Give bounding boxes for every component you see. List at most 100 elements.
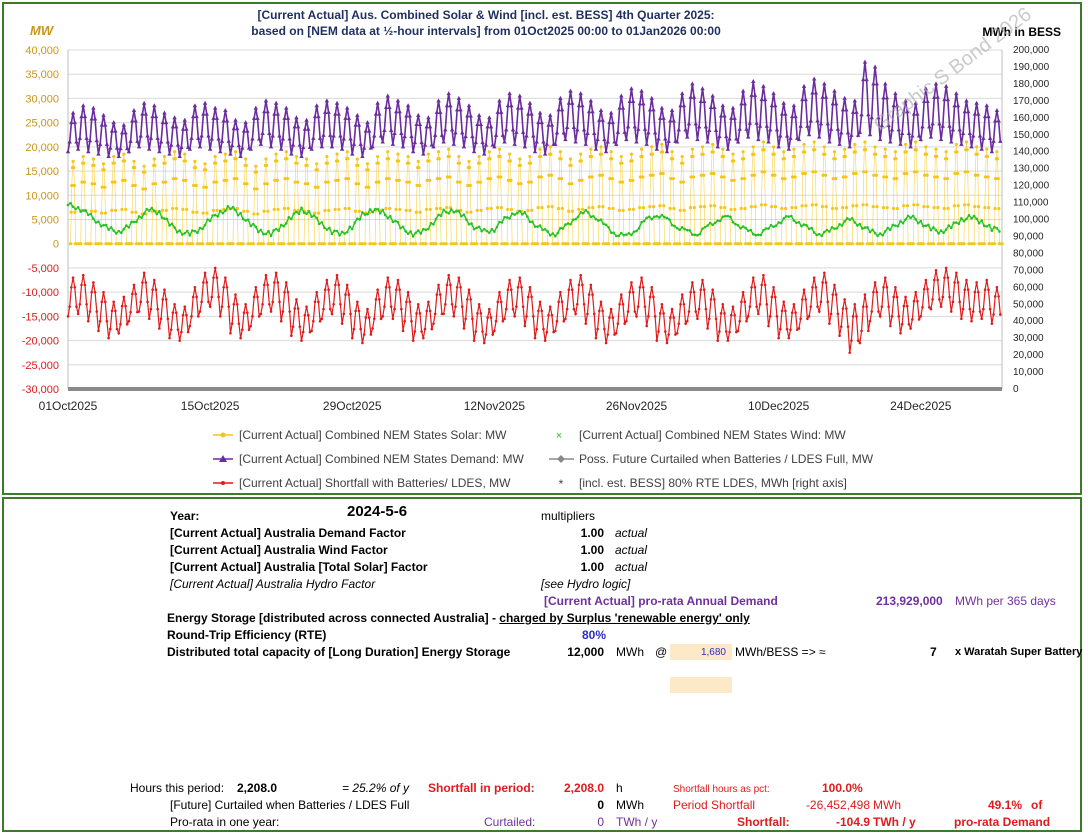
solar-point [530,242,535,246]
demand-point [497,98,502,103]
wind-point [858,222,862,226]
shortfall-point [894,286,897,289]
solar-point [124,207,128,212]
demand-point [703,124,709,129]
wind-point [632,230,636,234]
wind-point [886,226,890,230]
demand-point [495,109,500,114]
demand-point [974,100,979,105]
demand-point [925,98,930,103]
solar-point [265,182,269,186]
wind-point [564,223,567,226]
solar-point [315,162,319,166]
shortfall-point [196,315,200,318]
shortfall-point [765,302,769,306]
shortfall-point [300,339,303,342]
solar-point [317,242,321,246]
solar-point [935,154,939,159]
demand-point [470,134,475,139]
shortfall-point [753,286,757,289]
demand-point [356,122,362,127]
solar-point [224,159,228,163]
solar-point [569,163,573,168]
wind-point [239,211,242,215]
solar-point [109,242,113,246]
solar-point [902,171,906,176]
solar-point [678,208,682,212]
solar-point [333,207,337,212]
demand-point [913,100,918,105]
solar-point [353,209,358,213]
shortfall-point [232,302,236,306]
solar-point [994,177,998,181]
solar-point [652,205,656,209]
demand-point [683,127,688,132]
solar-point [777,242,781,246]
curtailed-y-unit: TWh / y [616,815,658,829]
solar-point [479,208,483,212]
demand-point [334,100,340,105]
solar-point [110,180,115,184]
shortfall-point [927,305,931,309]
shortfall-point [640,276,643,279]
wind-point [92,217,95,221]
shortfall-point [364,316,368,319]
solar-point [327,242,332,246]
shortfall-point [411,339,415,342]
solar-point [241,242,245,246]
legend-ldes: * [incl. est. BESS] 80% RTE LDES, MWh [r… [559,476,847,491]
demand-point [86,149,91,154]
demand-point [700,86,705,91]
solar-point [682,208,686,212]
solar-point [509,178,513,182]
solar-point [898,242,903,246]
demand-point [888,139,893,144]
solar-point [830,206,835,211]
shortfall-point [510,288,513,292]
solar-point [780,177,785,181]
shortfall-point [298,325,302,328]
demand-point [663,136,668,141]
wind-point [505,216,509,219]
solar-point [894,157,898,161]
shortfall-point [515,305,518,308]
solar-point [398,207,402,212]
demand-point [509,103,514,108]
demand-point [894,103,900,108]
demand-point [116,154,121,159]
demand-point [527,100,533,105]
y-right-tick-label: 160,000 [1013,113,1050,124]
demand-point [943,83,949,88]
demand-point [695,137,700,142]
solar-point [678,242,682,246]
shortfall-point [379,317,383,321]
wind-point [906,214,910,218]
demand-point [346,115,352,120]
shortfall-pct-value: 100.0% [822,781,863,795]
demand-point [762,97,768,102]
shortfall-point [948,295,951,299]
solar-point [89,242,93,246]
x-tick-label: 15Oct2025 [181,399,240,413]
year-value: 2024-5-6 [347,503,408,520]
demand-point [143,111,149,116]
shortfall-point [147,317,151,321]
wind-point [749,228,753,232]
demand-point [825,121,830,126]
solar-point [672,242,677,246]
demand-point [350,151,355,156]
y-tick-label: -15,000 [22,311,59,323]
demand-point [713,128,719,133]
demand-point [372,133,377,138]
empty-input-cell[interactable] [670,677,732,693]
solar-point [983,175,988,179]
shortfall-point [887,305,890,308]
solar-point [102,168,106,172]
solar-point [860,242,865,246]
solar-point [784,206,788,211]
per-bess-cell[interactable] [670,644,732,660]
shortfall-point [675,332,679,335]
demand-point [586,109,592,114]
solar-point [150,242,154,246]
shortfall-point [361,341,364,345]
